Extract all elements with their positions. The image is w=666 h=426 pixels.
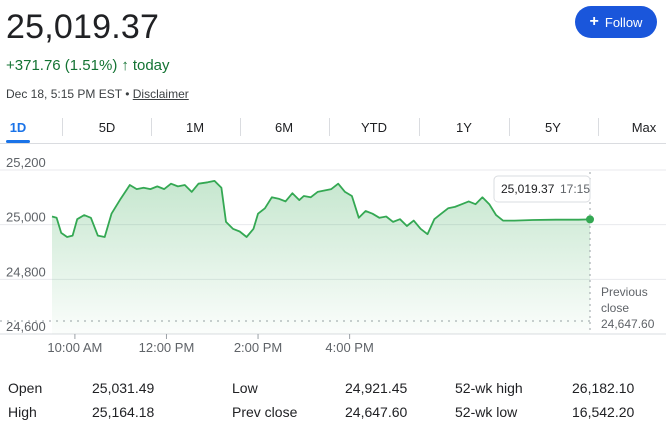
x-tick-label: 4:00 PM <box>325 340 373 355</box>
stat-value-prev-close: 24,647.60 <box>345 404 408 420</box>
stat-label-open: Open <box>8 380 43 396</box>
x-tick-label: 10:00 AM <box>47 340 102 355</box>
tab-divider <box>598 118 599 136</box>
tab-1m[interactable]: 1M <box>185 120 205 135</box>
price-change-period: today <box>132 57 170 74</box>
range-tabs: 1D 5D 1M 6M YTD 1Y 5Y Max <box>0 116 666 143</box>
price-line <box>51 180 591 238</box>
previous-close-label: Previous <box>601 285 648 299</box>
quote-meta: Dec 18, 5:15 PM EST • Disclaimer <box>6 87 189 101</box>
tab-divider <box>151 118 152 136</box>
arrow-up-icon: ↑ <box>121 57 129 74</box>
quote-timestamp: Dec 18, 5:15 PM EST <box>6 87 122 101</box>
tab-divider <box>62 118 63 136</box>
chart-tooltip <box>493 175 591 203</box>
tab-divider <box>419 118 420 136</box>
x-tick-label: 12:00 PM <box>139 340 195 355</box>
previous-close-value: 24,647.60 <box>601 317 655 331</box>
tooltip-time: 17:15 <box>560 182 590 196</box>
tab-max[interactable]: Max <box>631 120 657 135</box>
tab-divider <box>509 118 510 136</box>
price-change: +371.76 (1.51%) ↑ today <box>6 57 170 74</box>
stat-label-52wk-low: 52-wk low <box>455 404 518 420</box>
stat-value-52wk-high: 26,182.10 <box>572 380 635 396</box>
y-tick-label: 24,600 <box>6 319 46 334</box>
index-price: 25,019.37 <box>6 8 160 46</box>
tab-ytd[interactable]: YTD <box>361 120 387 135</box>
y-tick-label: 24,800 <box>6 264 46 279</box>
tab-5y[interactable]: 5Y <box>545 120 561 135</box>
stat-value-high: 25,164.18 <box>92 404 155 420</box>
stat-value-low: 24,921.45 <box>345 380 408 396</box>
plus-icon: + <box>589 13 599 30</box>
stat-label-prev-close: Prev close <box>232 404 298 420</box>
tabs-divider <box>0 143 666 144</box>
tab-1d[interactable]: 1D <box>9 120 27 135</box>
stat-label-low: Low <box>232 380 258 396</box>
tab-1y[interactable]: 1Y <box>456 120 472 135</box>
stat-value-52wk-low: 16,542.20 <box>572 404 635 420</box>
x-tick-label: 2:00 PM <box>234 340 282 355</box>
follow-button[interactable]: + Follow <box>575 6 657 38</box>
y-tick-label: 25,000 <box>6 210 46 225</box>
tooltip-value: 25,019.37 <box>501 182 555 196</box>
tab-6m[interactable]: 6M <box>274 120 294 135</box>
previous-close-label: close <box>601 301 629 315</box>
price-area <box>52 180 590 334</box>
tab-5d[interactable]: 5D <box>98 120 116 135</box>
stat-value-open: 25,031.49 <box>92 380 155 396</box>
follow-button-label: Follow <box>604 14 643 30</box>
tab-divider <box>240 118 241 136</box>
price-change-value: +371.76 (1.51%) <box>6 57 118 74</box>
last-point-marker <box>586 215 594 224</box>
disclaimer-link[interactable]: Disclaimer <box>132 87 189 101</box>
y-tick-label: 25,200 <box>6 155 46 170</box>
stat-label-52wk-high: 52-wk high <box>455 380 523 396</box>
tab-divider <box>329 118 330 136</box>
stat-label-high: High <box>8 404 37 420</box>
meta-separator: • <box>125 87 130 101</box>
active-tab-indicator <box>6 140 30 143</box>
